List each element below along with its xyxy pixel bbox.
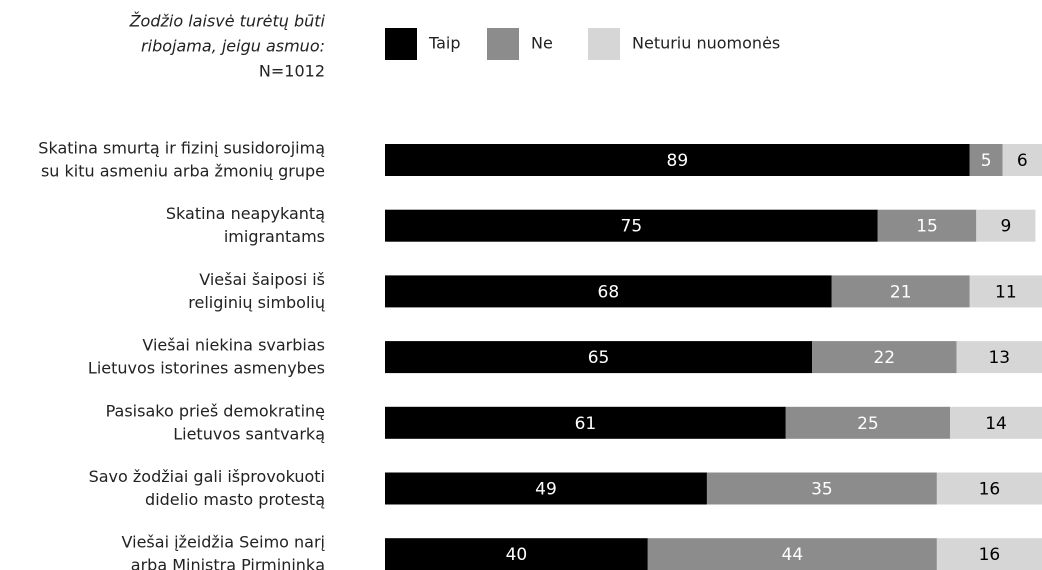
y-tick-label: Skatina smurtą ir fizinį susidorojimą xyxy=(38,139,325,158)
data-label: 40 xyxy=(506,545,528,565)
bar-segment xyxy=(385,144,970,176)
chart-title: Žodžio laisvė turėtų būti xyxy=(129,12,326,31)
bar-segment xyxy=(877,209,977,242)
bar-segment xyxy=(1002,144,1042,176)
bar-segment xyxy=(936,472,1042,505)
y-tick-label: arba Ministrą Pirmininką xyxy=(131,556,325,570)
bar-segment xyxy=(706,472,937,505)
data-label: 11 xyxy=(995,282,1017,302)
data-label: 44 xyxy=(782,545,804,565)
bar-segment xyxy=(976,209,1036,242)
data-label: 25 xyxy=(857,414,879,434)
legend-swatch xyxy=(588,28,620,60)
bar-segment xyxy=(956,341,1042,374)
data-label: 5 xyxy=(981,151,992,171)
y-tick-label: imigrantams xyxy=(224,227,325,246)
bar-segment xyxy=(950,406,1042,439)
legend-label: Ne xyxy=(531,34,553,53)
legend-label: Taip xyxy=(428,34,461,53)
y-tick-label: Savo žodžiai gali išprovokuoti xyxy=(89,467,325,486)
data-label: 68 xyxy=(598,282,620,302)
bar-segment xyxy=(385,406,786,439)
bar-segment xyxy=(385,275,832,308)
data-label: 15 xyxy=(916,217,938,237)
chart-subtitle: N=1012 xyxy=(259,62,325,81)
data-label: 21 xyxy=(890,282,912,302)
y-tick-label: Viešai šaiposi iš xyxy=(199,270,325,289)
bar-segment xyxy=(785,406,951,439)
bar-segment xyxy=(385,538,648,570)
data-label: 16 xyxy=(979,545,1001,565)
data-label: 49 xyxy=(535,480,557,500)
y-tick-label: religinių simbolių xyxy=(188,293,325,312)
bar-segment xyxy=(936,538,1042,570)
chart-title: ribojama, jeigu asmuo: xyxy=(141,37,325,56)
y-tick-label: Skatina neapykantą xyxy=(166,204,325,223)
y-tick-label: su kitu asmeniu arba žmonių grupe xyxy=(41,162,325,181)
y-tick-label: Pasisako prieš demokratinę xyxy=(106,401,325,420)
legend-swatch xyxy=(487,28,519,60)
bar-segment xyxy=(831,275,970,308)
bar-segment xyxy=(385,209,878,242)
bar-segment xyxy=(812,341,957,374)
data-label: 61 xyxy=(575,414,597,434)
legend-swatch xyxy=(385,28,417,60)
y-tick-label: Viešai niekina svarbias xyxy=(142,336,325,355)
bar-segment xyxy=(385,341,813,374)
bar-segment xyxy=(969,144,1003,176)
bar-segment xyxy=(385,472,707,505)
y-tick-label: Lietuvos istorines asmenybes xyxy=(88,359,325,378)
data-label: 9 xyxy=(1000,217,1011,237)
data-label: 89 xyxy=(667,151,689,171)
data-label: 22 xyxy=(873,348,895,368)
data-label: 6 xyxy=(1017,151,1028,171)
data-label: 13 xyxy=(988,348,1010,368)
legend-label: Neturiu nuomonės xyxy=(632,34,780,53)
data-label: 14 xyxy=(985,414,1007,434)
data-label: 75 xyxy=(621,217,643,237)
data-label: 16 xyxy=(979,480,1001,500)
y-tick-label: Lietuvos santvarką xyxy=(173,424,325,443)
bar-segment xyxy=(969,275,1042,308)
data-label: 65 xyxy=(588,348,610,368)
bar-segment xyxy=(647,538,937,570)
data-label: 35 xyxy=(811,480,833,500)
y-tick-label: didelio masto protestą xyxy=(145,490,325,509)
y-tick-label: Viešai įžeidžia Seimo narį xyxy=(122,533,326,552)
